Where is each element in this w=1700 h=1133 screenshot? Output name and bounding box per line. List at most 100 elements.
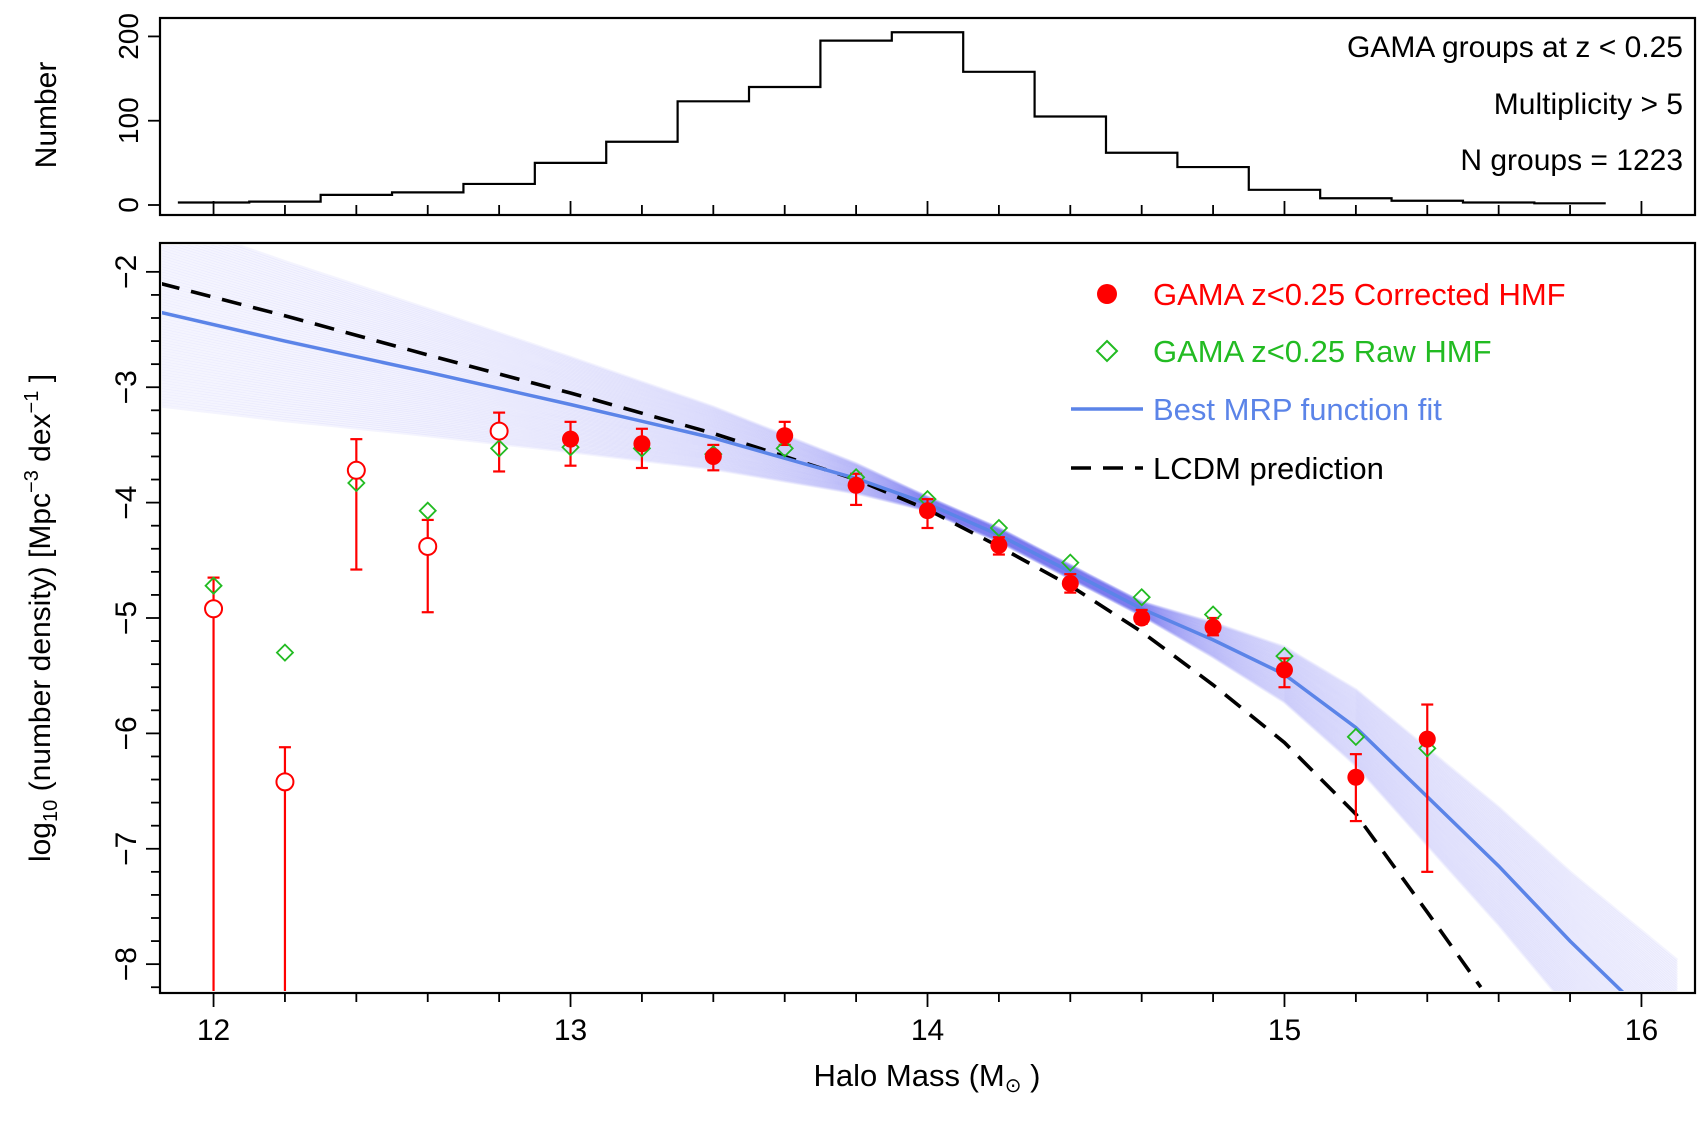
corrected-point-open <box>275 772 295 792</box>
mrp-band-line <box>162 250 1679 991</box>
mrp-band-line <box>162 261 1671 991</box>
histogram-steps <box>177 31 1606 205</box>
mrp-band-line <box>162 388 1566 991</box>
mrp-band-line <box>162 279 1652 991</box>
corrected-point <box>1347 768 1365 786</box>
mrp-band-line <box>162 385 1568 991</box>
corrected-point <box>847 476 865 494</box>
corrected-point-open <box>204 599 224 619</box>
histogram-ytick-label: 200 <box>113 13 144 60</box>
hmf-ytick-label: −8 <box>110 947 143 981</box>
mrp-band-line <box>162 380 1572 991</box>
mrp-band-line <box>162 399 1560 991</box>
mrp-band-line <box>162 353 1591 991</box>
hmf-xlabel: Halo Mass (M⊙ ) <box>814 1058 1041 1097</box>
mrp-band-line <box>162 252 1679 991</box>
mrp-band-line <box>162 372 1577 991</box>
raw-point <box>275 643 295 662</box>
hmf-xtick-label: 12 <box>197 1014 230 1047</box>
mrp-band-line <box>162 355 1589 991</box>
corrected-point <box>990 536 1008 554</box>
mrp-band-line <box>178 245 1679 979</box>
raw-point <box>1132 587 1151 607</box>
mrp-band-line <box>162 271 1660 991</box>
corrected-point <box>704 447 722 465</box>
mrp-band-line <box>162 382 1570 991</box>
mrp-band-line <box>162 334 1605 991</box>
hmf-xtick-label: 16 <box>1625 1014 1658 1047</box>
corrected-point-open <box>346 460 366 480</box>
annotation-sample: GAMA groups at z < 0.25 <box>1347 31 1683 64</box>
mrp-band-line <box>162 358 1587 991</box>
mrp-band-line <box>162 347 1595 991</box>
histogram-ytick-label: 100 <box>113 97 144 144</box>
hmf-xtick-label: 14 <box>911 1014 944 1047</box>
mrp-band-line <box>162 277 1655 991</box>
hmf-xtick-label: 13 <box>554 1014 587 1047</box>
mrp-band-line <box>162 245 1679 986</box>
hmf-ytick-label: −7 <box>110 832 143 866</box>
mrp-band-line <box>162 342 1599 991</box>
mrp-band-line <box>162 245 1679 984</box>
mrp-band-line <box>162 269 1662 991</box>
raw-point <box>1061 553 1080 572</box>
corrected-point-open <box>418 536 438 556</box>
corrected-point <box>1061 574 1079 592</box>
histogram-ylabel: Number <box>30 62 63 169</box>
mrp-band-line <box>162 361 1585 991</box>
raw-point <box>204 576 223 595</box>
mrp-band-line <box>162 326 1612 991</box>
legend-label-raw: GAMA z<0.25 Raw HMF <box>1153 334 1492 369</box>
mrp-band-line <box>162 404 1556 991</box>
raw-point <box>775 439 794 458</box>
raw-point <box>1346 727 1366 747</box>
mrp-band-line <box>162 336 1603 991</box>
annotation-ngroups: N groups = 1223 <box>1460 144 1683 177</box>
mrp-band-line <box>162 258 1673 991</box>
corrected-point <box>562 430 580 448</box>
hmf-ytick-label: −5 <box>110 601 143 635</box>
legend-marker-raw <box>1095 339 1119 363</box>
corrected-point <box>776 427 794 445</box>
legend-label-lcdm: LCDM prediction <box>1153 451 1384 486</box>
mrp-band-line <box>162 255 1676 991</box>
mrp-band-line <box>162 391 1565 991</box>
mrp-band-line <box>162 377 1573 991</box>
mrp-band-line <box>225 245 1679 964</box>
mrp-band-line <box>162 328 1610 991</box>
corrected-point <box>1133 609 1151 627</box>
mrp-band-line <box>162 339 1601 991</box>
mrp-band-line <box>162 396 1561 991</box>
mrp-band-line <box>162 374 1575 991</box>
raw-point <box>489 439 509 458</box>
corrected-point-open <box>489 421 509 441</box>
histogram-panel: 0 100 200 Number GAMA groups at z < 0.25 M… <box>30 13 1697 217</box>
hmf-ytick-label: −6 <box>110 716 143 750</box>
corrected-point <box>1275 661 1293 679</box>
corrected-point <box>919 502 936 520</box>
histogram-ytick-label: 0 <box>113 197 144 213</box>
legend: GAMA z<0.25 Corrected HMF GAMA z<0.25 Ra… <box>1071 277 1566 486</box>
mrp-band-line <box>162 364 1583 991</box>
mrp-band-line <box>162 393 1563 991</box>
legend-label-corrected: GAMA z<0.25 Corrected HMF <box>1153 277 1566 312</box>
mrp-band-line <box>162 345 1597 991</box>
mrp-band-line <box>162 369 1579 991</box>
corrected-point <box>1204 618 1222 636</box>
mrp-band-line <box>202 245 1679 972</box>
hmf-ytick-label: −2 <box>110 255 143 289</box>
mrp-band-line <box>162 350 1593 991</box>
hmf-panel: 12 13 14 15 16 −2 −3 −4 −5 −6 −7 −8 GAMA z<0.25 Co… <box>21 241 1697 1097</box>
raw-point <box>989 518 1009 538</box>
mrp-band-line <box>162 266 1665 991</box>
mrp-band-line <box>162 263 1668 991</box>
mrp-band-line <box>210 245 1679 969</box>
mrp-band-line <box>162 402 1558 991</box>
legend-marker-corrected <box>1097 284 1117 304</box>
raw-point <box>418 501 438 520</box>
mrp-band-line <box>217 245 1679 967</box>
hmf-ytick-label: −4 <box>110 486 143 520</box>
raw-point <box>347 473 366 493</box>
annotation-multiplicity: Multiplicity > 5 <box>1494 88 1683 121</box>
